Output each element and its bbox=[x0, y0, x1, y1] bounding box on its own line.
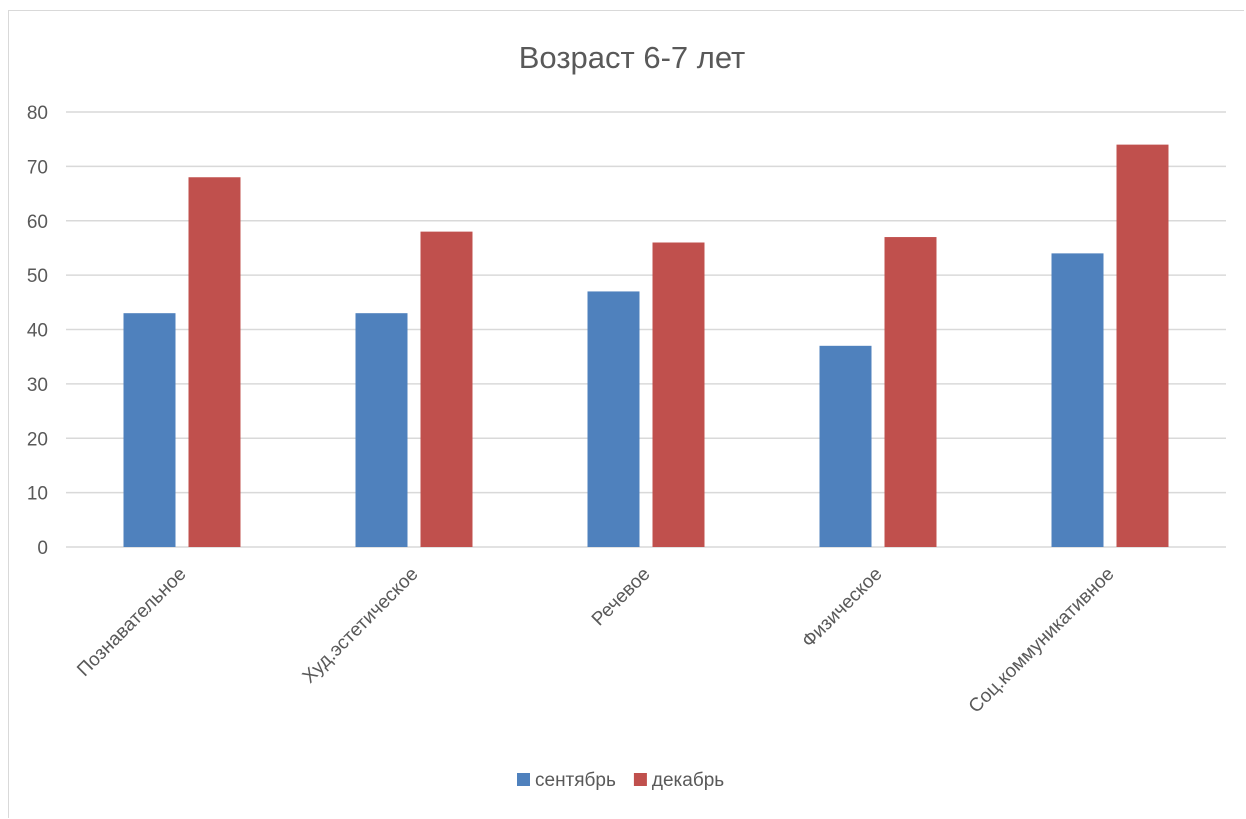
legend-swatch bbox=[633, 773, 647, 786]
bar-december bbox=[652, 242, 705, 547]
bar-september bbox=[819, 345, 872, 547]
bar-december bbox=[884, 237, 937, 547]
y-axis-ticks: 0 10 20 30 40 50 60 70 80 bbox=[27, 103, 48, 559]
bar-september bbox=[1051, 253, 1104, 547]
bars bbox=[123, 144, 1169, 547]
x-axis-ticks: Познавательное Худ.эстетическое Речевое Физ… bbox=[73, 564, 1118, 718]
x-tick-label: Соц.коммуникативное bbox=[965, 564, 1119, 718]
chart-frame bbox=[8, 10, 1244, 818]
bar-september bbox=[355, 313, 408, 547]
y-tick-label: 10 bbox=[27, 484, 48, 505]
x-tick-label: Худ.эстетическое bbox=[299, 564, 423, 688]
legend-label: сентябрь bbox=[535, 770, 616, 791]
legend-swatch bbox=[517, 773, 530, 786]
y-tick-label: 50 bbox=[27, 266, 48, 287]
x-tick-label: Физическое bbox=[798, 564, 886, 652]
y-tick-label: 20 bbox=[27, 429, 48, 450]
legend-label: декабрь bbox=[652, 770, 724, 791]
x-tick-label: Познавательное bbox=[73, 564, 190, 681]
chart-title: Возраст 6-7 лет bbox=[519, 40, 746, 75]
gridlines bbox=[66, 111, 1226, 548]
bar-september bbox=[123, 313, 176, 547]
bar-september bbox=[587, 291, 640, 547]
bar-december bbox=[188, 177, 241, 547]
y-tick-label: 80 bbox=[27, 103, 48, 124]
x-tick-label: Речевое bbox=[588, 564, 655, 631]
bar-december bbox=[1116, 144, 1169, 547]
y-tick-label: 30 bbox=[27, 375, 48, 396]
y-tick-label: 0 bbox=[37, 538, 48, 559]
y-tick-label: 60 bbox=[27, 212, 48, 233]
y-tick-label: 40 bbox=[27, 321, 48, 342]
bar-december bbox=[420, 231, 473, 547]
y-tick-label: 70 bbox=[27, 157, 48, 178]
legend: сентябрь декабрь bbox=[517, 770, 724, 791]
